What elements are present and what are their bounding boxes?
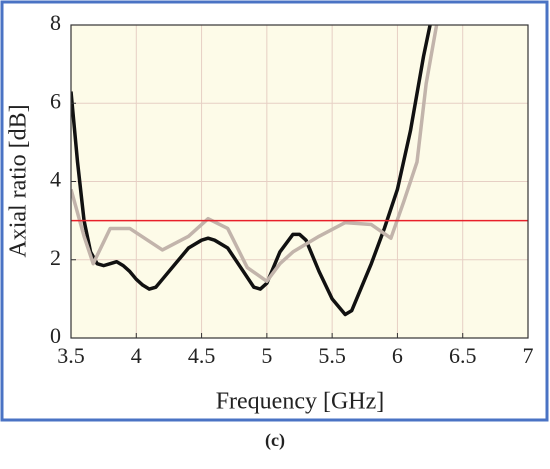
x-tick-label: 6 <box>392 343 403 368</box>
y-tick-label: 6 <box>50 88 61 113</box>
series-line <box>71 25 439 284</box>
y-tick-label: 8 <box>50 10 61 35</box>
y-tick-label: 0 <box>50 323 61 348</box>
x-tick-label: 4.5 <box>188 343 216 368</box>
y-axis-label: Axial ratio [dB] <box>6 104 32 257</box>
x-axis-label: Frequency [GHz] <box>216 389 385 415</box>
series-line <box>71 25 432 317</box>
x-tick-label: 5 <box>261 343 272 368</box>
caption: (c) <box>265 430 285 451</box>
x-tick-label: 6.5 <box>449 343 477 368</box>
y-tick-label: 2 <box>50 245 61 270</box>
x-tick-label: 3.5 <box>57 343 85 368</box>
y-tick-label: 4 <box>50 167 61 192</box>
x-tick-label: 5.5 <box>318 343 346 368</box>
x-tick-label: 7 <box>523 343 534 368</box>
x-tick-label: 4 <box>131 343 142 368</box>
